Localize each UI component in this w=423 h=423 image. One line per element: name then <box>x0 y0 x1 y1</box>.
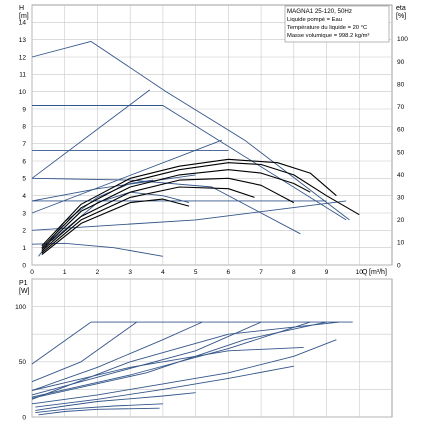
power-series-line-10 <box>35 365 294 408</box>
head-series-line-0 <box>31 40 350 221</box>
head-series-line-17 <box>41 198 190 256</box>
flow-tick-label-10: 10 <box>356 269 364 276</box>
flow-tick-label-5: 5 <box>194 269 198 276</box>
flow-axis-label: Q <box>362 269 368 276</box>
power-series <box>31 321 353 416</box>
legend-title: MAGNA1 25-120, 50Hz <box>287 8 352 15</box>
legend-line-3: Masse volumique = 998.2 kg/m³ <box>287 33 369 39</box>
eta-tick-label-9: 90 <box>397 59 405 66</box>
head-series-line-7 <box>31 200 347 231</box>
flow-tick-label-9: 9 <box>325 269 329 276</box>
power-axis-unit: [W] <box>19 288 30 295</box>
eta-axis-unit: [%] <box>396 13 406 20</box>
power-axis-label: P1 <box>19 280 28 287</box>
flow-tick-label-4: 4 <box>161 269 165 276</box>
head-axis-unit: [m] <box>19 13 29 20</box>
eta-tick-label-5: 50 <box>397 149 405 156</box>
head-tick-label-13: 13 <box>19 37 27 44</box>
head-tick-label-12: 12 <box>19 54 27 61</box>
head-tick-label-9: 9 <box>22 106 26 113</box>
head-tick-label-7: 7 <box>22 141 26 148</box>
head-tick-label-5: 5 <box>22 176 26 183</box>
flow-tick-label-0: 0 <box>30 269 34 276</box>
eta-tick-label-8: 80 <box>397 81 405 88</box>
eta-tick-label-1: 10 <box>397 240 405 247</box>
legend-background <box>284 5 390 43</box>
head-grid <box>31 5 392 266</box>
head-tick-label-3: 3 <box>22 210 26 217</box>
flow-tick-label-8: 8 <box>292 269 296 276</box>
head-series-line-16 <box>41 186 255 254</box>
power-tick-label-2: 100 <box>15 304 26 311</box>
power-series-line-7 <box>31 321 340 400</box>
eta-axis-label: eta <box>396 5 406 12</box>
head-series-line-8 <box>31 177 301 235</box>
head-tick-label-8: 8 <box>22 124 26 131</box>
head-tick-label-10: 10 <box>19 89 27 96</box>
head-tick-label-0: 0 <box>22 262 26 269</box>
power-series-line-9 <box>31 339 337 405</box>
flow-tick-label-6: 6 <box>227 269 231 276</box>
eta-tick-label-7: 70 <box>397 104 405 111</box>
flow-tick-label-1: 1 <box>63 269 67 276</box>
eta-tick-label-3: 30 <box>397 194 405 201</box>
head-tick-label-1: 1 <box>22 245 26 252</box>
flow-tick-label-2: 2 <box>96 269 100 276</box>
head-tick-label-6: 6 <box>22 158 26 165</box>
power-tick-label-1: 50 <box>19 359 27 366</box>
flow-axis-unit: [m³/h] <box>369 269 387 276</box>
head-axis-label: H <box>19 5 24 12</box>
eta-tick-label-10: 100 <box>397 36 408 43</box>
flow-tick-label-3: 3 <box>128 269 132 276</box>
head-series-line-13 <box>41 162 360 249</box>
power-chart: 0 50 100 P1 [W] <box>15 278 393 421</box>
power-series-line-8 <box>31 346 304 391</box>
legend-box: MAGNA1 25-120, 50Hz Liquide pompé = Eau … <box>284 5 390 43</box>
head-tick-label-11: 11 <box>19 72 26 79</box>
legend-line-2: Température du liquide = 20 °C <box>287 25 367 31</box>
head-series-line-2 <box>31 89 151 179</box>
head-tick-label-4: 4 <box>22 193 26 200</box>
power-series-line-13 <box>38 407 160 416</box>
eta-tick-labels: 0 10 20 30 40 50 60 70 80 90 100 <box>397 36 408 269</box>
power-series-line-2 <box>31 321 137 383</box>
flow-tick-label-7: 7 <box>259 269 263 276</box>
power-series-line-12 <box>35 403 163 414</box>
power-grid <box>31 278 392 418</box>
head-tick-label-2: 2 <box>22 228 26 235</box>
head-tick-label-14: 14 <box>19 20 27 27</box>
eta-tick-label-2: 20 <box>397 217 405 224</box>
eta-tick-label-4: 40 <box>397 172 405 179</box>
head-series-line-1 <box>32 105 347 221</box>
legend-line-1: Liquide pompé = Eau <box>287 17 342 23</box>
power-series-line-3 <box>31 321 203 391</box>
power-tick-label-0: 0 <box>22 414 26 421</box>
power-series-line-11 <box>35 392 196 411</box>
head-series-line-12 <box>41 158 337 247</box>
head-series-line-15 <box>41 177 295 252</box>
eta-tick-label-6: 60 <box>397 127 405 134</box>
head-series <box>31 40 360 257</box>
power-tick-labels: 0 50 100 <box>15 304 26 421</box>
power-series-line-1 <box>31 321 92 365</box>
head-plot-background <box>31 4 393 266</box>
eta-tick-label-0: 0 <box>397 262 401 269</box>
head-series-line-14 <box>41 169 311 250</box>
